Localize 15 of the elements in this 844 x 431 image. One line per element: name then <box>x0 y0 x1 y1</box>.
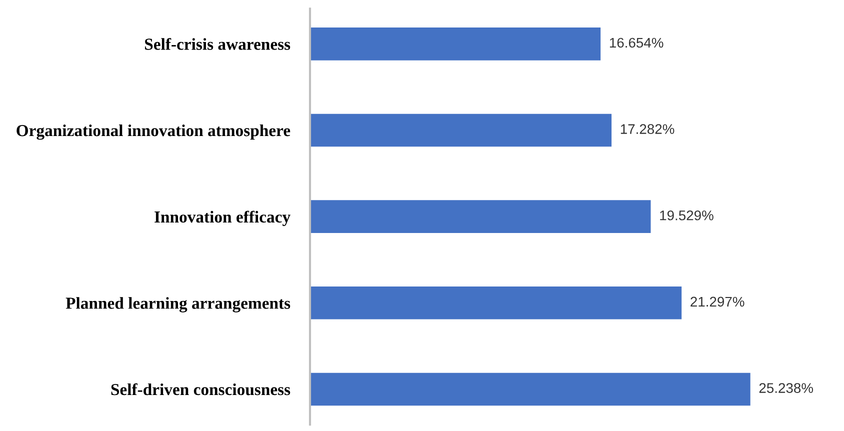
bar <box>310 372 750 406</box>
y-tick-label: Innovation efficacy <box>154 210 290 226</box>
data-label: 19.529% <box>660 210 714 220</box>
data-label: 16.654% <box>610 38 664 48</box>
y-tick-label: Self-driven consciousness <box>111 383 290 396</box>
bar <box>310 200 651 233</box>
data-label: 21.297% <box>690 296 744 307</box>
y-tick-label: Planned learning arrangements <box>66 297 290 312</box>
data-label: 17.282% <box>620 124 674 134</box>
bar <box>310 114 612 147</box>
bar <box>310 286 682 320</box>
y-tick-label: Self-crisis awareness <box>145 38 290 50</box>
data-label: 25.238% <box>759 383 814 393</box>
y-tick-label: Organizational innovation atmosphere <box>16 124 290 140</box>
bar <box>310 28 601 60</box>
